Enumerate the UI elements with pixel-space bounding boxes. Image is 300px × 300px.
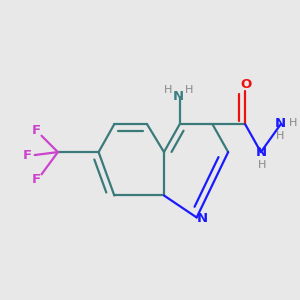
Text: F: F xyxy=(32,173,41,186)
Text: N: N xyxy=(274,117,286,130)
Text: H: H xyxy=(258,160,266,170)
Text: O: O xyxy=(240,77,252,91)
Text: F: F xyxy=(32,124,41,137)
Text: N: N xyxy=(173,90,184,103)
Text: H: H xyxy=(164,85,172,95)
Text: H: H xyxy=(184,85,193,95)
Text: F: F xyxy=(23,148,32,162)
Text: N: N xyxy=(196,212,208,226)
Text: H: H xyxy=(289,118,297,128)
Text: N: N xyxy=(256,146,267,159)
Text: H: H xyxy=(276,131,284,141)
